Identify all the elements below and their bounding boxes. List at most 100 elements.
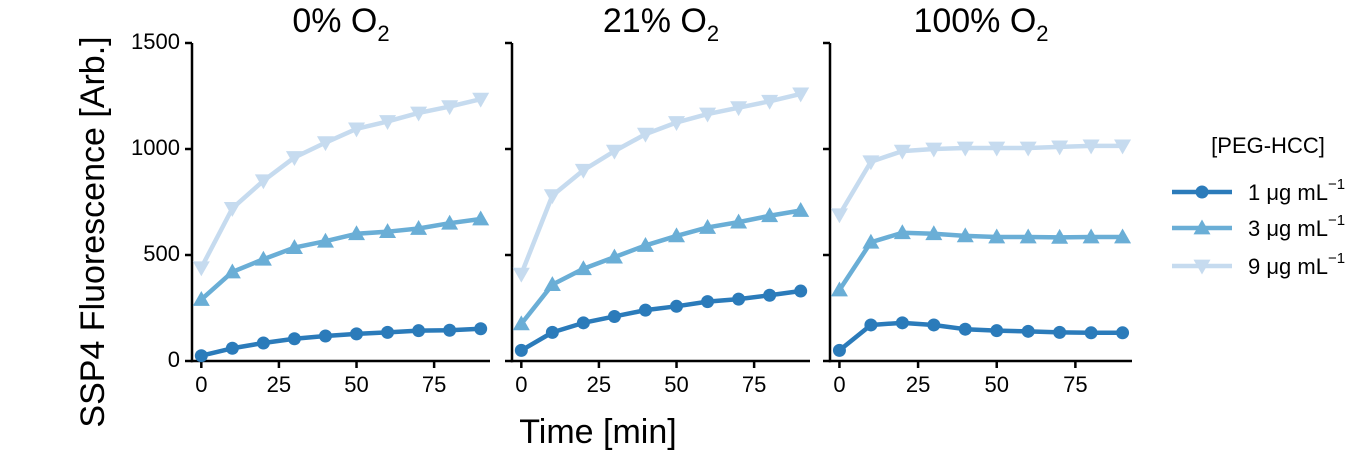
legend-label: 1 μg mL−1 [1248, 176, 1345, 205]
data-point [441, 214, 459, 230]
series-line [200, 326, 481, 358]
data-point [350, 327, 364, 341]
data-point [956, 141, 974, 157]
x-tick-label: 50 [664, 372, 688, 397]
x-tick-label: 75 [742, 372, 766, 397]
series-line [838, 320, 1123, 353]
series-1 [514, 284, 808, 357]
data-point [730, 213, 748, 229]
x-tick-label: 75 [422, 372, 446, 397]
data-point [830, 208, 848, 224]
data-point [1084, 326, 1098, 340]
data-point [862, 233, 880, 249]
data-point [574, 260, 592, 276]
data-point [956, 227, 974, 243]
legend: [PEG-HCC] 1 μg mL−1 3 μg mL−1 9 μg mL−1 [1172, 133, 1345, 279]
data-point [1082, 139, 1100, 155]
data-point [862, 155, 880, 171]
series-line [837, 230, 1123, 292]
data-point [543, 189, 561, 205]
data-point [990, 324, 1004, 338]
x-tick-label: 50 [344, 372, 368, 397]
data-point [830, 281, 848, 297]
series-9 [192, 92, 490, 277]
data-point [1053, 325, 1067, 339]
x-tick-label: 0 [515, 372, 527, 397]
data-point [254, 174, 272, 190]
data-point [574, 163, 592, 179]
data-point [636, 236, 654, 252]
data-point [441, 100, 459, 116]
legend-label: 3 μg mL−1 [1248, 212, 1345, 241]
data-point [832, 343, 846, 357]
series-1 [832, 316, 1130, 357]
series-9 [830, 139, 1132, 224]
data-point [514, 343, 528, 357]
data-point [925, 142, 943, 158]
y-axis-label: SSP4 Fluorescence [Arb.] [74, 36, 112, 427]
panel-title: 100% O2 [913, 2, 1048, 46]
series-line [519, 91, 802, 275]
panel-title: 0% O2 [292, 2, 389, 46]
x-tick-label: 25 [267, 372, 291, 397]
data-point [1019, 228, 1037, 244]
series-3 [830, 224, 1132, 297]
data-point [256, 336, 270, 350]
data-point [864, 318, 878, 332]
data-point [927, 318, 941, 332]
data-point [668, 227, 686, 243]
data-point [412, 324, 426, 338]
data-point [318, 329, 332, 343]
data-point [192, 261, 210, 277]
data-point [701, 295, 715, 309]
data-point [1114, 228, 1132, 244]
data-point [794, 284, 808, 298]
data-point [636, 127, 654, 143]
data-point [988, 228, 1006, 244]
data-point [194, 349, 208, 363]
series-3 [512, 201, 810, 331]
x-tick-label: 25 [906, 372, 930, 397]
data-point [285, 151, 303, 166]
x-tick-label: 0 [833, 372, 845, 397]
y-tick-label: 1000 [131, 135, 180, 160]
panel-2: 21% O2 0 25 50 75 [505, 2, 810, 397]
data-point [443, 323, 457, 337]
data-point [763, 288, 777, 302]
series-line [520, 288, 801, 353]
data-point [699, 218, 717, 234]
data-point [893, 224, 911, 240]
data-point [761, 207, 779, 223]
data-point [543, 276, 561, 292]
data-point [223, 201, 241, 217]
data-point [254, 250, 272, 266]
data-point [379, 223, 397, 239]
data-point [605, 248, 623, 264]
legend-entry: 1 μg mL−1 [1172, 176, 1345, 205]
data-point [1051, 228, 1069, 244]
data-point [925, 225, 943, 241]
data-point [1021, 324, 1035, 338]
data-point [958, 322, 972, 336]
legend-entry: 3 μg mL−1 [1172, 212, 1345, 241]
data-point [605, 144, 623, 160]
legend-entry: 9 μg mL−1 [1172, 250, 1345, 279]
data-point [670, 299, 684, 313]
data-point [474, 322, 488, 336]
series-line [199, 216, 481, 302]
data-point [792, 201, 810, 217]
legend-label: 9 μg mL−1 [1248, 250, 1345, 279]
data-point [316, 136, 334, 152]
legend-marker [1193, 259, 1211, 275]
data-point [1019, 141, 1037, 157]
x-tick-label: 50 [984, 372, 1008, 397]
data-point [638, 303, 652, 317]
legend-title: [PEG-HCC] [1211, 133, 1325, 158]
series-line [519, 208, 802, 326]
data-point [893, 144, 911, 160]
panel-1: 0% O2 0 500 1000 1500 0 25 50 75 [131, 2, 490, 397]
panel-title: 21% O2 [603, 2, 719, 46]
x-tick-label: 25 [587, 372, 611, 397]
